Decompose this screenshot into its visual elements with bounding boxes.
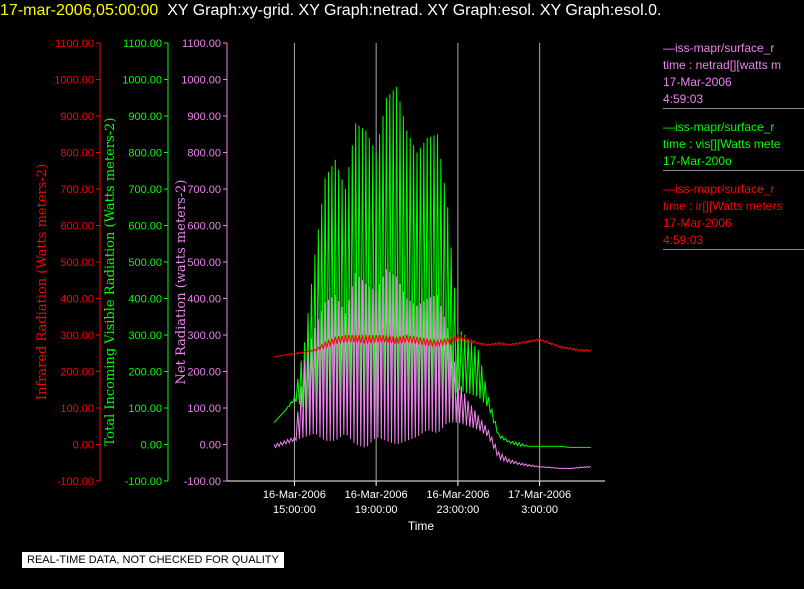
y-tick-label: 900.00 [60, 111, 94, 123]
series-layer [273, 86, 592, 470]
y-tick-label: 200.00 [60, 367, 94, 379]
y-tick-label: 1000.00 [181, 75, 221, 87]
x-tick-label-date: 17-Mar-2006 [508, 489, 571, 501]
y-tick-label: 500.00 [128, 257, 162, 269]
y-tick-label: 400.00 [187, 294, 221, 306]
legend-separator [663, 108, 804, 109]
x-tick-label-time: 3:00:00 [521, 504, 558, 516]
y-axis-title: Infrared Radiation (Watts meters-2) [35, 164, 50, 400]
y-tick-label: 100.00 [128, 403, 162, 415]
y-tick-label: 800.00 [128, 148, 162, 160]
legend-line: 17-Mar-2006 [663, 216, 732, 230]
legend-line: time : vis[][Watts mete [663, 137, 781, 151]
axes-layer: -100.00 0.00 100.00 200.00 300.00 400.00 500.0… [35, 38, 605, 533]
y-tick-label: 600.00 [187, 221, 221, 233]
y-tick-label: 700.00 [60, 184, 94, 196]
x-tick-label-time: 19:00:00 [355, 504, 398, 516]
x-tick-label-time: 23:00:00 [436, 504, 479, 516]
y-tick-label: -100.00 [57, 476, 94, 488]
x-tick-label-date: 16-Mar-2006 [426, 489, 489, 501]
legend-separator [663, 170, 804, 171]
y-axis-title: Total Incoming Visible Radiation (Watts … [103, 118, 118, 447]
grid-layer [293, 43, 541, 481]
y-tick-label: 0.00 [141, 440, 162, 452]
legend-line: —iss-mapr/surface_r [663, 120, 775, 134]
legend-separator [663, 249, 804, 250]
y-tick-label: -100.00 [125, 476, 162, 488]
quality-notice: REAL-TIME DATA, NOT CHECKED FOR QUALITY [21, 551, 285, 569]
legend-line: —iss-mapr/surface_r [663, 41, 775, 55]
y-axis-title: Net Radiation (watts meters-2) [174, 180, 189, 385]
y-tick-label: 900.00 [187, 111, 221, 123]
y-tick-label: 500.00 [187, 257, 221, 269]
y-tick-label: 300.00 [60, 330, 94, 342]
x-axis-title: Time [408, 519, 435, 533]
y-tick-label: 100.00 [60, 403, 94, 415]
y-tick-label: 700.00 [187, 184, 221, 196]
y-tick-label: 800.00 [60, 148, 94, 160]
y-tick-label: 1100.00 [55, 38, 94, 50]
y-tick-label: 500.00 [60, 257, 94, 269]
y-tick-label: 0.00 [200, 440, 221, 452]
x-tick-label-date: 16-Mar-2006 [263, 489, 326, 501]
y-tick-label: 0.00 [73, 440, 94, 452]
series-ir-line [273, 333, 592, 358]
y-tick-label: 1100.00 [182, 38, 221, 50]
y-tick-label: 700.00 [128, 184, 162, 196]
legend-line: —iss-mapr/surface_r [663, 182, 775, 196]
legend-line: 17-Mar-2006 [663, 75, 732, 89]
y-tick-label: 1000.00 [122, 75, 162, 87]
y-tick-label: 200.00 [128, 367, 162, 379]
y-tick-label: 900.00 [128, 111, 162, 123]
header-graph-list: XY Graph:xy-grid. XY Graph:netrad. XY Gr… [167, 2, 662, 19]
y-tick-label: -100.00 [184, 476, 221, 488]
series-netrad-line [273, 269, 591, 470]
y-tick-label: 200.00 [187, 367, 221, 379]
y-tick-label: 400.00 [128, 294, 162, 306]
y-tick-label: 800.00 [187, 148, 221, 160]
y-tick-label: 300.00 [187, 330, 221, 342]
y-tick-label: 1100.00 [123, 38, 162, 50]
y-tick-label: 100.00 [187, 403, 221, 415]
y-tick-label: 600.00 [60, 221, 94, 233]
legend-line: 4:59:03 [663, 233, 704, 247]
y-tick-label: 600.00 [128, 221, 162, 233]
y-tick-label: 300.00 [128, 330, 162, 342]
header-timestamp: 17-mar-2006,05:00:00 [0, 2, 159, 19]
legend-line: time : ir[][Watts meters [663, 199, 783, 213]
y-tick-label: 400.00 [60, 294, 94, 306]
legend-line: 4:59:03 [663, 92, 704, 106]
header-title: 17-mar-2006,05:00:00 XY Graph:xy-grid. X… [0, 2, 661, 24]
y-tick-label: 1000.00 [54, 75, 94, 87]
legend-line: time : netrad[][watts m [663, 58, 782, 72]
legend-line: 17-Mar-200o [663, 154, 732, 168]
x-tick-label-date: 16-Mar-2006 [345, 489, 408, 501]
x-tick-label-time: 15:00:00 [273, 504, 316, 516]
